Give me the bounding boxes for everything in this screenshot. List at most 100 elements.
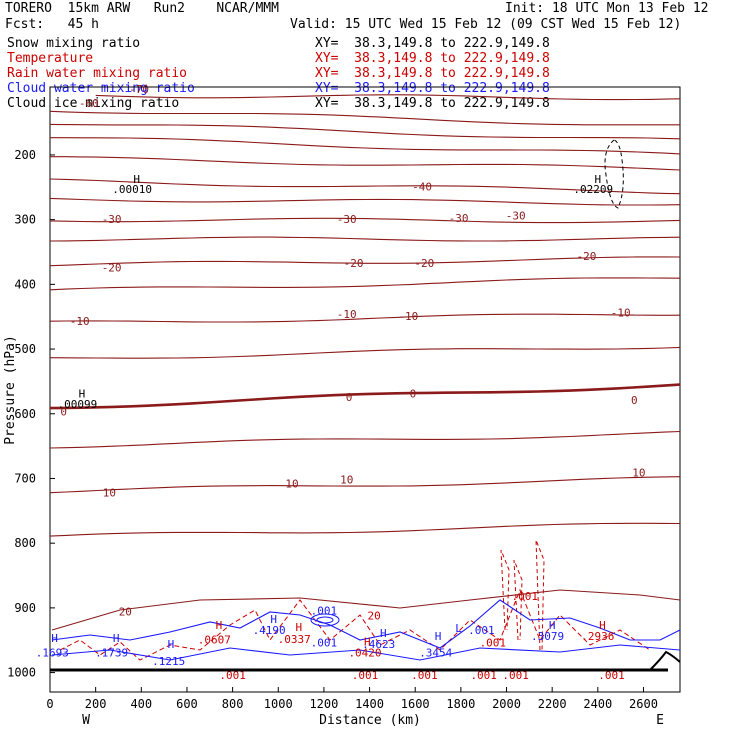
- contour-label: H: [380, 627, 387, 640]
- legend-xy-snow: XY= 38.3,149.8 to 222.9,149.8: [315, 36, 550, 51]
- temperature-contour: [49, 346, 681, 359]
- temperature-contour: [49, 178, 681, 195]
- y-tick-label: 300: [14, 213, 36, 227]
- temperature-contour: [49, 313, 681, 323]
- contour-label: L: [455, 622, 462, 635]
- legend-xy-cloud-ice: XY= 38.3,149.8 to 222.9,149.8: [315, 96, 550, 111]
- contour-label: 0: [631, 394, 638, 407]
- cloud-water-contour: [51, 644, 681, 661]
- contour-label: .3454: [419, 646, 452, 659]
- contour-label: .001: [480, 637, 507, 650]
- contour-label: -20: [344, 257, 364, 270]
- contour-label: H: [51, 632, 58, 645]
- contour-label: -60: [79, 97, 99, 110]
- terrain-bump: [649, 650, 681, 671]
- valid-time: Valid: 15 UTC Wed 15 Feb 12 (09 CST Wed …: [290, 17, 682, 32]
- temperature-contour: [49, 123, 681, 140]
- forecast-hour: Fcst: 45 h: [5, 17, 99, 32]
- contour-label: .001: [502, 669, 529, 682]
- axis-ticks: 0 200 400 600 800 1000 1200 1400 1600 1800 2000 220…: [7, 148, 658, 711]
- contour-label: 10: [285, 478, 298, 491]
- temperature-contour: [49, 476, 681, 494]
- x-tick-label: 1400: [355, 697, 384, 711]
- model-title: TORERO 15km ARW Run2 NCAR/MMM: [5, 1, 279, 16]
- contour-label: .001: [468, 624, 495, 637]
- contour-label: H: [364, 635, 371, 648]
- legend-name-snow: Snow mixing ratio: [7, 36, 141, 51]
- y-tick-label: 600: [14, 407, 36, 421]
- plot-frame: [49, 86, 681, 693]
- contour-label: H: [295, 621, 302, 634]
- contour-label: .00099: [58, 398, 98, 411]
- contour-label: H: [79, 388, 86, 401]
- temperature-contour: [49, 383, 681, 410]
- legend-name-cloud-ice: Cloud ice mixing ratio: [7, 96, 180, 111]
- y-tick-label: 700: [14, 471, 36, 485]
- legend-xy-rain: XY= 38.3,149.8 to 222.9,149.8: [315, 66, 550, 81]
- contour-label: -10: [398, 310, 418, 323]
- legend-name-temperature: Temperature: [7, 51, 94, 66]
- y-axis-title: Pressure (hPa): [3, 335, 18, 445]
- contour-label: 10: [632, 467, 645, 480]
- x-tick-label: 2600: [629, 697, 658, 711]
- temperature-contour: [49, 197, 681, 206]
- y-tick-label: 400: [14, 277, 36, 291]
- contour-label: 10: [103, 487, 116, 500]
- rain-contour: [535, 539, 545, 651]
- temperature-contour: [51, 589, 681, 631]
- legend-xy-cloud-water: XY= 38.3,149.8 to 222.9,149.8: [315, 81, 550, 96]
- x-axis-title: Distance (km): [319, 713, 421, 728]
- contour-label: .00010: [112, 183, 152, 196]
- rain-contour: [59, 588, 651, 661]
- contour-label: .4623: [362, 638, 395, 651]
- contour-label: -70: [129, 83, 149, 96]
- contour-label: H: [168, 638, 175, 651]
- contour-label: .001: [219, 669, 246, 682]
- contour-label: -30: [506, 210, 526, 223]
- contour-label: .001: [470, 669, 497, 682]
- contour-label: .3079: [531, 630, 564, 643]
- x-tick-label: 2200: [538, 697, 567, 711]
- west-label: W: [82, 713, 90, 728]
- contour-label: H: [133, 173, 140, 186]
- temperature-contour: [95, 94, 681, 101]
- contour-label: .001: [311, 637, 338, 650]
- contour-label: -20: [102, 261, 122, 274]
- x-tick-label: 1600: [401, 697, 430, 711]
- legend-name-cloud-water: Cloud water mixing ratio: [7, 81, 195, 96]
- contour-label: -10: [70, 315, 90, 328]
- east-label: E: [656, 713, 664, 728]
- x-tick-label: 400: [130, 697, 152, 711]
- contour-label: .001: [311, 604, 338, 617]
- contour-label: .1693: [36, 646, 69, 659]
- contour-labels: -70 -60 -40 -30 -30 -30 -30 -20 -20 -20 -20 -10 -10 -…: [36, 83, 646, 682]
- x-tick-label: 200: [85, 697, 107, 711]
- x-tick-label: 2400: [583, 697, 612, 711]
- contour-label: 0: [60, 406, 67, 419]
- contour-label: H: [216, 619, 223, 632]
- temperature-contour: [50, 137, 681, 155]
- temperature-contour: [49, 110, 680, 126]
- contour-label: 0: [410, 388, 417, 401]
- x-tick-label: 0: [46, 697, 53, 711]
- contour-label: .001: [598, 669, 625, 682]
- x-tick-label: 1000: [264, 697, 293, 711]
- y-tick-label: 800: [14, 536, 36, 550]
- temperature-contour: [49, 217, 681, 224]
- x-tick-label: 1200: [309, 697, 338, 711]
- x-tick-label: 800: [222, 697, 244, 711]
- temperature-contour: [49, 430, 681, 449]
- contour-label: .2936: [581, 630, 614, 643]
- contour-label: 10: [340, 474, 353, 487]
- contour-label: 20: [368, 610, 381, 623]
- y-tick-label: 200: [14, 148, 36, 162]
- contour-label: -30: [337, 213, 357, 226]
- y-tick-label: 500: [14, 342, 36, 356]
- contour-label: 0: [346, 391, 353, 404]
- contour-label: -10: [337, 308, 357, 321]
- contour-label: .02209: [573, 183, 613, 196]
- contour-label: -20: [414, 257, 434, 270]
- legend-xy-temperature: XY= 38.3,149.8 to 222.9,149.8: [315, 51, 550, 66]
- contour-label: H: [113, 632, 120, 645]
